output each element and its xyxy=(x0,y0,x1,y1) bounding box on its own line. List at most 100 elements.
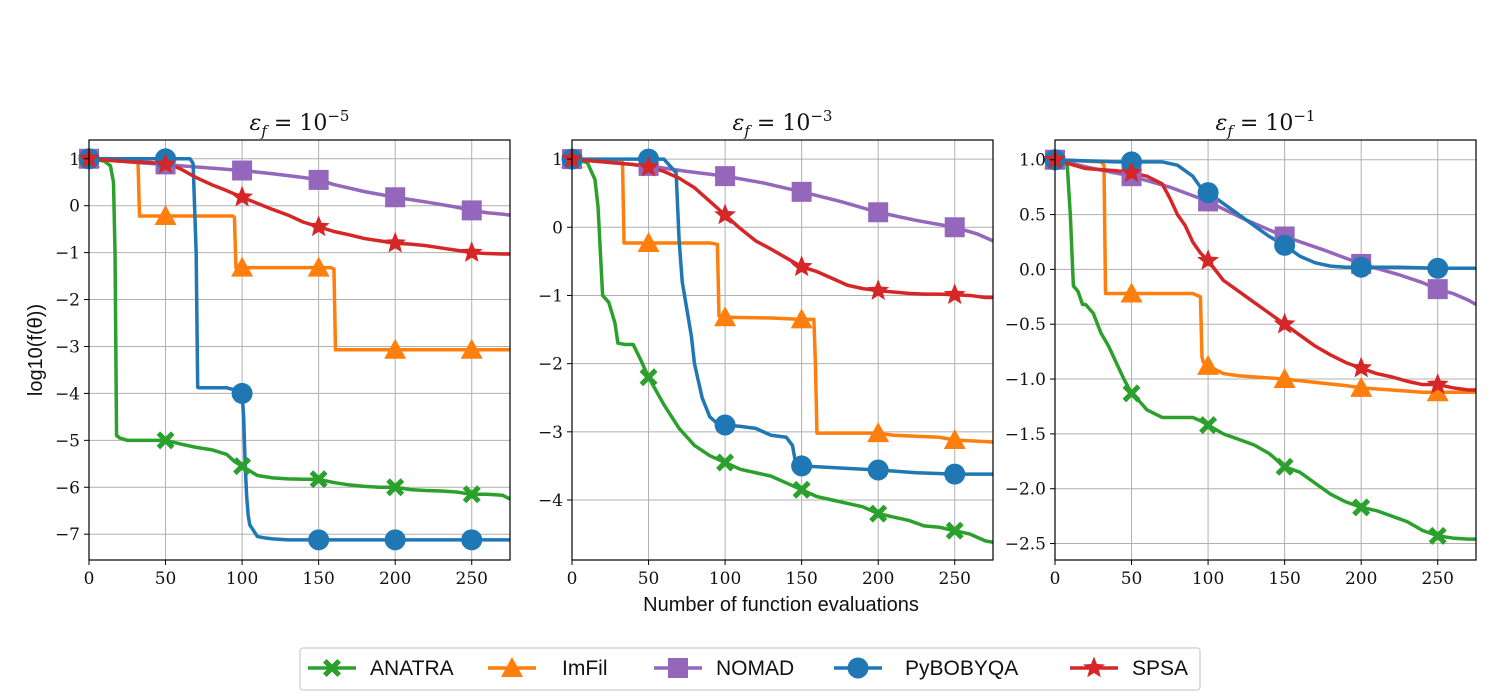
marker-imfil xyxy=(1350,376,1373,397)
x-tick-label: 200 xyxy=(379,569,411,589)
y-tick-label: −1 xyxy=(538,286,563,306)
series-line-imfil xyxy=(89,157,510,352)
marker-imfil xyxy=(231,256,254,277)
legend-label: NOMAD xyxy=(716,657,794,680)
y-tick-label: −5 xyxy=(55,431,80,451)
y-tick-label: −7 xyxy=(55,525,80,545)
y-tick-label: −1.5 xyxy=(1005,425,1046,445)
marker-imfil xyxy=(307,256,330,277)
marker-nomad xyxy=(715,166,736,187)
x-tick-label: 50 xyxy=(638,569,660,589)
y-tick-label: 0 xyxy=(69,197,80,217)
marker-imfil xyxy=(637,231,660,252)
legend-item-nomad: NOMAD xyxy=(654,657,794,680)
y-tick-label: 0.0 xyxy=(1019,260,1046,280)
panel-1: 0 50 100 150 200 250 1 0 −1 −2 −3 −4 −5 −6 −7 εf = 10−5 xyxy=(55,107,511,589)
marker-spsa xyxy=(460,241,483,262)
marker-imfil xyxy=(1197,354,1220,375)
marker-imfil xyxy=(867,422,890,443)
marker-pybobyqa xyxy=(308,529,330,551)
x-tick-label: 100 xyxy=(1192,569,1224,589)
legend-marker-spsa xyxy=(1083,656,1105,678)
marker-imfil xyxy=(790,308,813,329)
panel-2: 0 50 100 150 200 250 1 0 −1 −2 −3 −4 εf = 10−3 xyxy=(538,107,994,589)
legend-label: ANATRA xyxy=(370,657,454,680)
series-line-anatra xyxy=(1055,158,1476,541)
x-tick-label: 150 xyxy=(1268,569,1300,589)
axes-frame xyxy=(1054,139,1477,561)
legend-item-pybobyqa: PyBOBYQA xyxy=(834,657,1018,680)
x-tick-label: 150 xyxy=(785,569,817,589)
legend-item-anatra: ANATRA xyxy=(308,657,454,680)
marker-pybobyqa xyxy=(791,455,813,477)
y-tick-label: −2.0 xyxy=(1005,480,1046,500)
marker-pybobyqa xyxy=(231,382,253,404)
legend-label: SPSA xyxy=(1132,657,1188,680)
marker-pybobyqa xyxy=(1350,256,1372,278)
series-line-pybobyqa xyxy=(1055,157,1476,271)
marker-nomad xyxy=(232,160,253,181)
marker-imfil xyxy=(384,338,407,359)
x-tick-label: 0 xyxy=(567,569,578,589)
marker-spsa xyxy=(231,185,254,207)
marker-nomad xyxy=(791,181,812,202)
y-tick-label: −4 xyxy=(538,491,563,511)
marker-pybobyqa xyxy=(944,463,966,485)
marker-spsa xyxy=(790,255,813,277)
x-tick-label: 250 xyxy=(939,569,971,589)
marker-spsa xyxy=(637,155,660,177)
marker-nomad xyxy=(385,187,406,208)
marker-spsa xyxy=(384,231,407,253)
marker-imfil xyxy=(1273,368,1296,389)
marker-spsa xyxy=(714,203,737,225)
marker-anatra xyxy=(309,470,328,489)
marker-spsa xyxy=(154,152,177,174)
marker-anatra xyxy=(869,504,888,523)
legend-item-spsa: SPSA xyxy=(1070,656,1188,680)
marker-pybobyqa xyxy=(867,459,889,481)
marker-anatra xyxy=(945,521,964,540)
marker-pybobyqa xyxy=(1427,257,1449,279)
y-tick-label: −0.5 xyxy=(1005,315,1046,335)
x-axis-label: Number of function evaluations xyxy=(643,594,919,616)
axes-frame xyxy=(88,139,511,561)
series-line-spsa xyxy=(1055,158,1476,392)
legend-label: ImFil xyxy=(562,657,608,680)
marker-spsa xyxy=(307,215,330,237)
x-tick-label: 0 xyxy=(84,569,95,589)
y-tick-label: −4 xyxy=(55,384,80,404)
y-tick-label: −3 xyxy=(55,337,80,357)
x-tick-label: 50 xyxy=(1121,569,1143,589)
legend-marker-imfil xyxy=(501,657,523,677)
series-line-pybobyqa xyxy=(89,157,510,542)
y-tick-label: −3 xyxy=(538,423,563,443)
marker-pybobyqa xyxy=(1197,182,1219,204)
marker-anatra xyxy=(792,480,811,499)
series-line-pybobyqa xyxy=(572,157,993,476)
y-tick-label: −1.0 xyxy=(1005,370,1046,390)
x-tick-label: 250 xyxy=(1422,569,1454,589)
marker-imfil xyxy=(714,306,737,327)
x-tick-label: 0 xyxy=(1050,569,1061,589)
marker-pybobyqa xyxy=(384,529,406,551)
y-axis-label: log10(f(θ)) xyxy=(25,304,47,396)
panel-3: 0 50 100 150 200 250 1.0 0.5 0.0 −0.5 −1.0 −1.5 −2.0… xyxy=(1005,107,1477,589)
marker-anatra xyxy=(639,368,658,387)
x-tick-label: 50 xyxy=(155,569,177,589)
panel-title: εf = 10−5 xyxy=(250,107,350,140)
panel-title: εf = 10−3 xyxy=(733,107,833,140)
marker-pybobyqa xyxy=(1274,234,1296,256)
marker-spsa xyxy=(1426,373,1449,394)
panel-title: εf = 10−1 xyxy=(1216,107,1316,140)
x-tick-label: 250 xyxy=(456,569,488,589)
legend-marker-anatra xyxy=(323,659,341,677)
y-tick-label: −2.5 xyxy=(1005,535,1046,555)
marker-anatra xyxy=(1199,416,1218,435)
series-line-nomad xyxy=(89,157,510,217)
x-tick-label: 200 xyxy=(1345,569,1377,589)
marker-nomad xyxy=(868,202,889,223)
marker-nomad xyxy=(308,169,329,190)
marker-imfil xyxy=(154,205,177,226)
legend-label: PyBOBYQA xyxy=(905,657,1018,680)
